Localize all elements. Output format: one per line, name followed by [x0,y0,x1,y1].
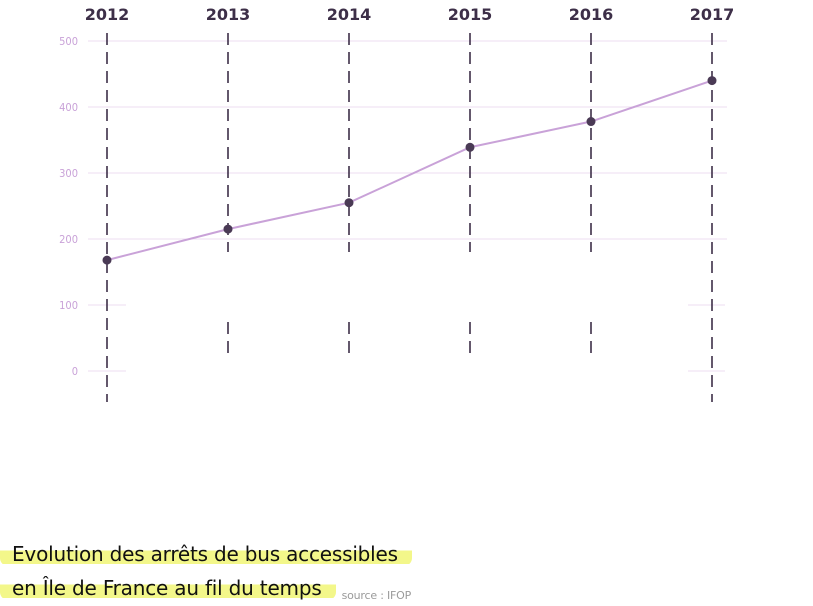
x-label-2013: 2013 [206,5,251,24]
data-points [102,76,717,265]
data-point-2015 [465,142,475,152]
caption-line-1: Evolution des arrêts de bus accessibles [0,542,412,566]
x-label-2012: 2012 [85,5,130,24]
data-point-2013 [223,224,233,234]
x-label-2014: 2014 [327,5,372,24]
y-tick-label-300: 300 [59,167,78,180]
y-tick-label-100: 100 [59,299,78,312]
caption-title-line-1: Evolution des arrêts de bus accessibles [0,542,412,566]
caption-line-2: en Île de France au fil du temps source :… [0,576,411,602]
series-line [106,79,713,262]
year-dashed-lines [106,33,713,402]
data-point-2014 [344,198,354,208]
x-label-2016: 2016 [569,5,614,24]
gridlines [88,40,727,372]
y-tick-label-500: 500 [59,35,78,48]
chart-caption: Evolution des arrêts de bus accessibles … [0,538,813,606]
x-label-2015: 2015 [448,5,493,24]
data-point-2012 [102,255,112,265]
y-axis-tick-labels: 0 100 200 300 400 500 [59,35,78,378]
x-label-2017: 2017 [690,5,735,24]
y-tick-label-200: 200 [59,233,78,246]
data-point-2017 [707,76,717,86]
y-tick-label-0: 0 [72,365,78,378]
caption-title-line-2: en Île de France au fil du temps [0,576,336,600]
x-axis-year-labels: 2012 2013 2014 2015 2016 2017 [85,5,735,24]
data-point-2016 [586,117,596,127]
source-note: source : IFOP [341,589,412,602]
y-tick-label-400: 400 [59,101,78,114]
